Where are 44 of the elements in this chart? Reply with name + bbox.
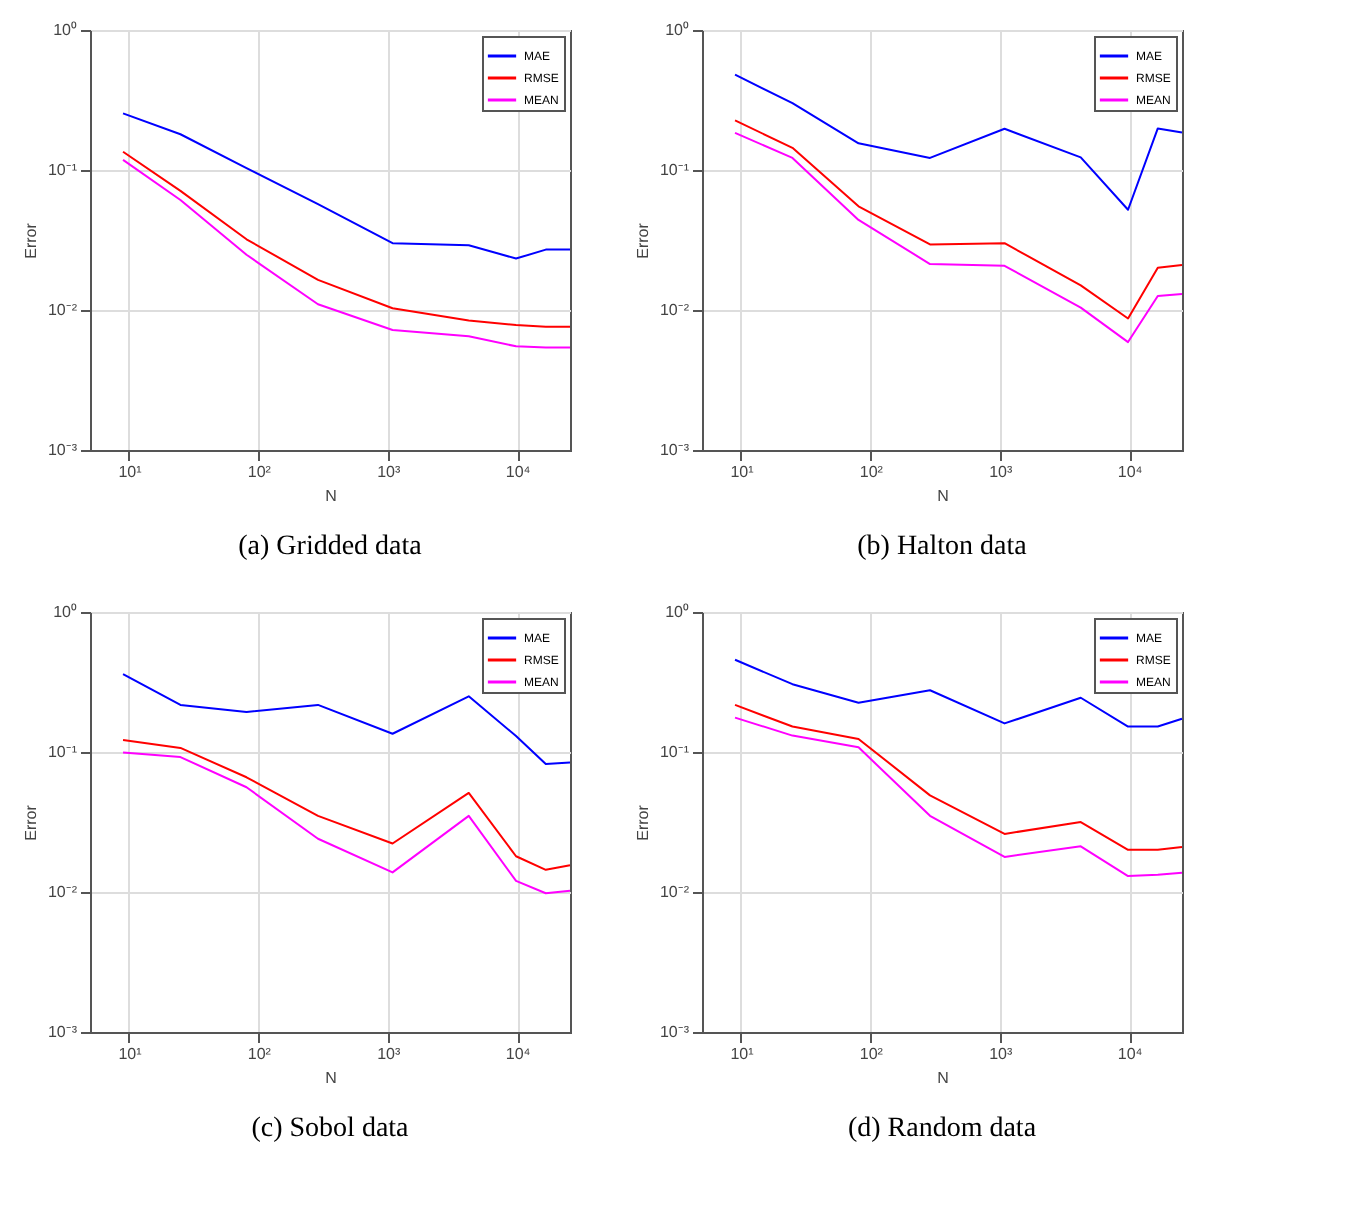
- y-axis-title: Error: [21, 804, 40, 841]
- y-tick-label: 10⁻³: [659, 441, 690, 459]
- y-tick-label: 10⁻³: [659, 1023, 690, 1041]
- text: (c) Sobol data: [251, 1114, 411, 1144]
- y-tick-label: 10⁰: [665, 21, 689, 39]
- y-tick-label: 10⁻¹: [47, 161, 78, 179]
- y-tick-label: 10⁻²: [659, 883, 690, 901]
- x-tick-label: 10³: [377, 463, 401, 481]
- x-tick-label: 10¹: [730, 463, 755, 481]
- x-tick-label: 10¹: [118, 1045, 143, 1063]
- y-tick-label: 10⁻²: [47, 883, 78, 901]
- x-tick-label: 10³: [989, 463, 1013, 481]
- y-tick-label: 10⁻²: [659, 301, 690, 319]
- x-tick-label: 10²: [859, 1045, 884, 1063]
- y-axis-title: Error: [633, 804, 652, 841]
- text: (d) Random data: [847, 1114, 1038, 1144]
- x-tick-label: 10⁴: [505, 1045, 532, 1063]
- y-tick-label: 10⁰: [53, 21, 77, 39]
- x-tick-label: 10³: [377, 1045, 401, 1063]
- y-tick-label: 10⁻²: [47, 301, 78, 319]
- y-tick-label: 10⁻¹: [659, 161, 690, 179]
- y-tick-label: 10⁻³: [47, 441, 78, 459]
- x-tick-label: 10¹: [730, 1045, 755, 1063]
- x-axis-title: N: [937, 1069, 950, 1087]
- x-tick-label: 10³: [989, 1045, 1013, 1063]
- x-tick-label: 10²: [247, 1045, 272, 1063]
- x-axis-title: N: [325, 487, 338, 505]
- text: (b) Halton data: [857, 532, 1029, 562]
- y-axis-title: Error: [21, 222, 40, 259]
- y-tick-label: 10⁻¹: [659, 743, 690, 761]
- x-axis-title: N: [325, 1069, 338, 1087]
- x-tick-label: 10⁴: [505, 463, 532, 481]
- text: (a) Gridded data: [238, 532, 424, 562]
- x-tick-label: 10²: [859, 463, 884, 481]
- x-tick-label: 10²: [247, 463, 272, 481]
- y-tick-label: 10⁰: [53, 603, 77, 621]
- y-tick-label: 10⁻³: [47, 1023, 78, 1041]
- x-tick-label: 10¹: [118, 463, 143, 481]
- x-axis-title: N: [937, 487, 950, 505]
- x-tick-label: 10⁴: [1117, 463, 1144, 481]
- y-axis-title: Error: [633, 222, 652, 259]
- x-tick-label: 10⁴: [1117, 1045, 1144, 1063]
- y-tick-label: 10⁻¹: [47, 743, 78, 761]
- y-tick-label: 10⁰: [665, 603, 689, 621]
